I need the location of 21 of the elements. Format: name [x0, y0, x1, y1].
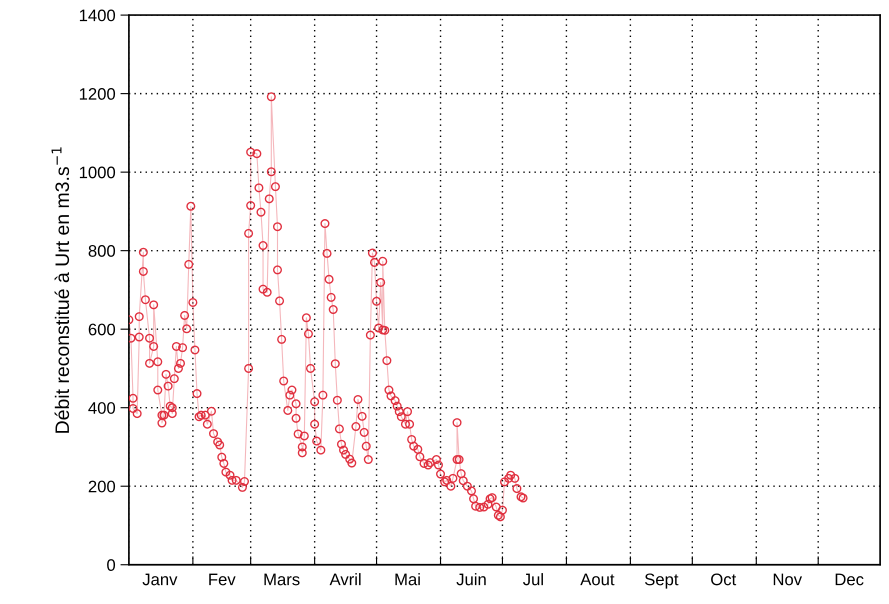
x-tick-label: Aout [580, 574, 614, 586]
y-tick-label: 400 [88, 402, 116, 414]
y-tick-label: 1000 [80, 166, 116, 178]
y-tick-label: 0 [107, 559, 116, 571]
x-tick-label: Jul [523, 573, 543, 586]
x-tick-label: Juin [456, 573, 486, 586]
x-tick-label: Fev [209, 574, 236, 586]
x-tick-label: Avril [330, 573, 361, 586]
x-tick-label: Janv [142, 574, 178, 586]
x-tick-label: Dec [836, 574, 864, 586]
y-axis-title: Débit reconstitué à Urt en m3.s$^{−1}$ [52, 147, 70, 433]
x-tick-label: Sept [644, 574, 678, 589]
x-tick-label: Mars [264, 574, 300, 586]
y-tick-label: 600 [88, 324, 116, 336]
y-tick-label: 1200 [80, 88, 116, 100]
y-tick-label: 1400 [80, 10, 116, 22]
y-tick-label: 200 [88, 480, 116, 492]
x-tick-label: Oct [711, 574, 736, 586]
x-tick-label: Mai [395, 573, 420, 586]
x-tick-label: Nov [774, 574, 802, 586]
y-tick-label: 800 [88, 245, 116, 257]
